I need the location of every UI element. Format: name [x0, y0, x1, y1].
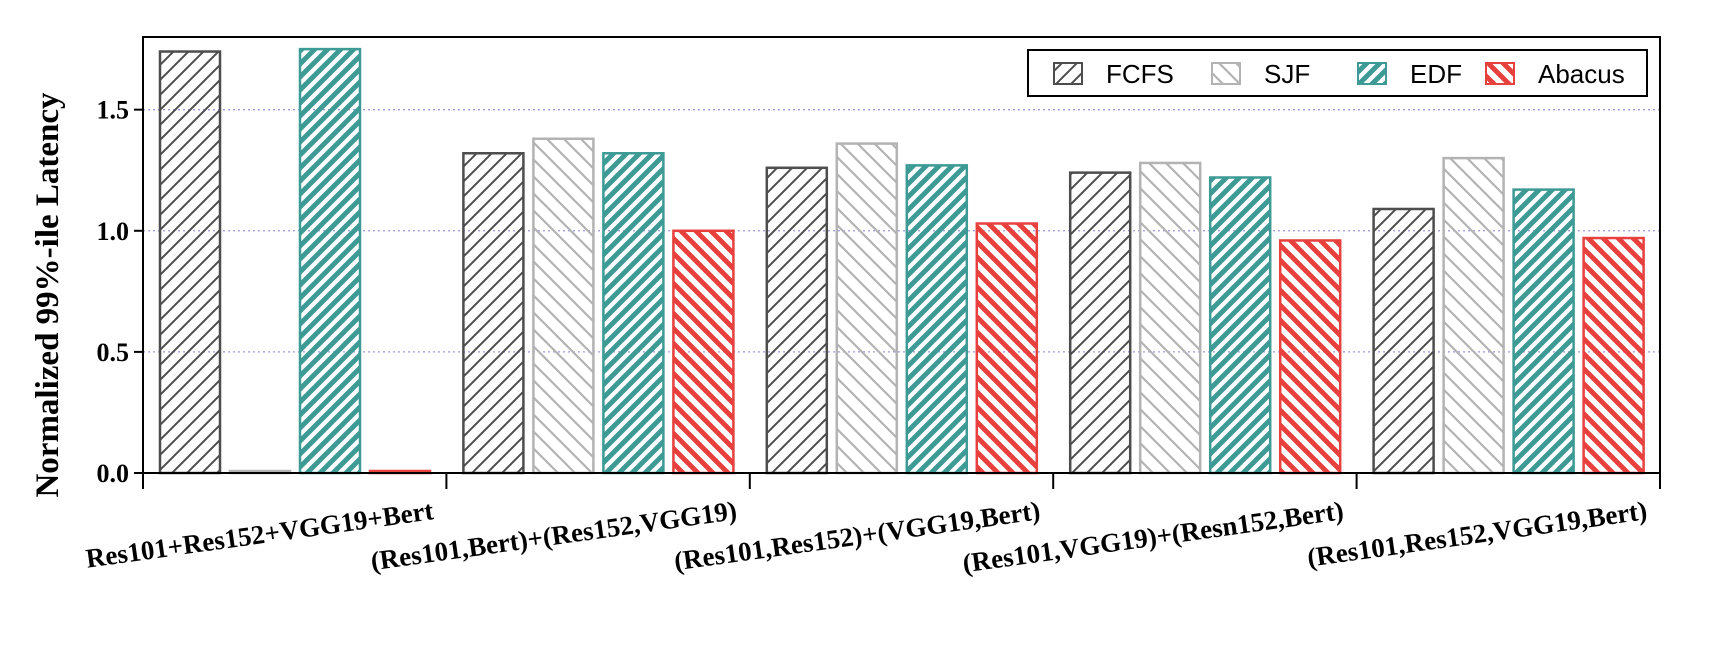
bar-edf-0 — [298, 47, 362, 475]
legend-label-fcfs: FCFS — [1106, 59, 1174, 89]
legend-label-edf: EDF — [1410, 59, 1462, 89]
y-tick-label: 1.0 — [97, 217, 130, 246]
bar-fcfs-0 — [158, 50, 222, 475]
y-axis-title: Normalized 99%-ile Latency — [30, 92, 66, 498]
legend-swatch-abacus — [1485, 62, 1515, 85]
bar-sjf-2 — [835, 142, 899, 475]
bar-sjf-3 — [1138, 161, 1202, 475]
plot-frame — [142, 36, 1661, 474]
bar-abacus-1 — [672, 229, 735, 475]
bar-abacus-2 — [975, 222, 1039, 475]
legend-swatch-sjf — [1211, 62, 1241, 85]
bars — [158, 47, 1645, 475]
bar-sjf-4 — [1442, 156, 1505, 475]
bar-edf-4 — [1512, 188, 1575, 475]
legend-swatch-edf — [1357, 62, 1387, 85]
bar-fcfs-2 — [765, 166, 829, 475]
bar-abacus-4 — [1582, 236, 1645, 475]
legend-label-sjf: SJF — [1264, 59, 1310, 89]
bar-fcfs-4 — [1372, 207, 1435, 475]
bar-edf-3 — [1208, 176, 1272, 475]
bar-fcfs-1 — [462, 152, 525, 475]
legend-label-abacus: Abacus — [1538, 59, 1625, 89]
x-category-label: (Res101,Res152,VGG19,Bert) — [1305, 495, 1649, 572]
bar-fcfs-3 — [1068, 171, 1132, 475]
legend: FCFS SJF EDF Abacus — [1027, 49, 1648, 97]
bar-edf-1 — [602, 152, 665, 475]
y-tick-label: 1.5 — [97, 96, 130, 125]
bar-abacus-3 — [1278, 239, 1342, 475]
y-tick-label: 0.5 — [97, 338, 130, 367]
y-tick-label: 0.0 — [97, 459, 130, 488]
legend-box — [1027, 49, 1648, 97]
bar-sjf-1 — [532, 137, 595, 475]
legend-swatch-fcfs — [1053, 62, 1083, 85]
bar-edf-2 — [905, 164, 969, 475]
